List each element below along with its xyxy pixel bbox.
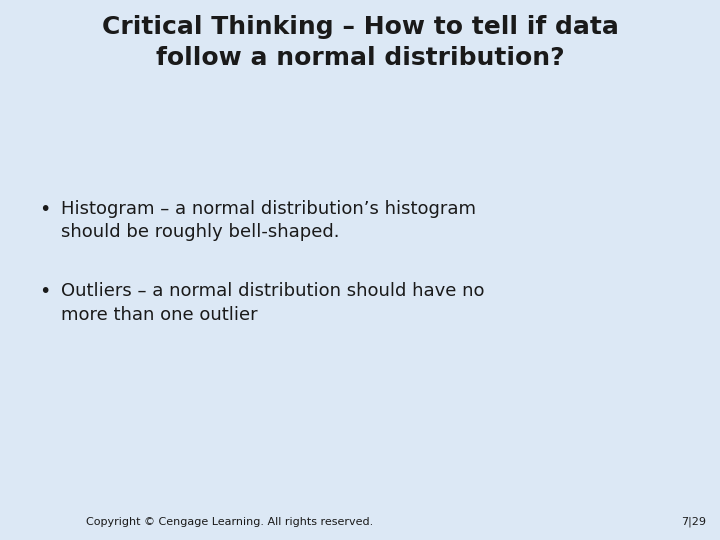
Text: Critical Thinking – How to tell if data
follow a normal distribution?: Critical Thinking – How to tell if data …	[102, 15, 618, 70]
Text: •: •	[40, 282, 51, 301]
Text: Copyright © Cengage Learning. All rights reserved.: Copyright © Cengage Learning. All rights…	[86, 517, 374, 527]
Text: Outliers – a normal distribution should have no
more than one outlier: Outliers – a normal distribution should …	[61, 282, 485, 324]
Text: •: •	[40, 200, 51, 219]
Text: Histogram – a normal distribution’s histogram
should be roughly bell-shaped.: Histogram – a normal distribution’s hist…	[61, 200, 476, 241]
Text: 7|29: 7|29	[680, 517, 706, 527]
